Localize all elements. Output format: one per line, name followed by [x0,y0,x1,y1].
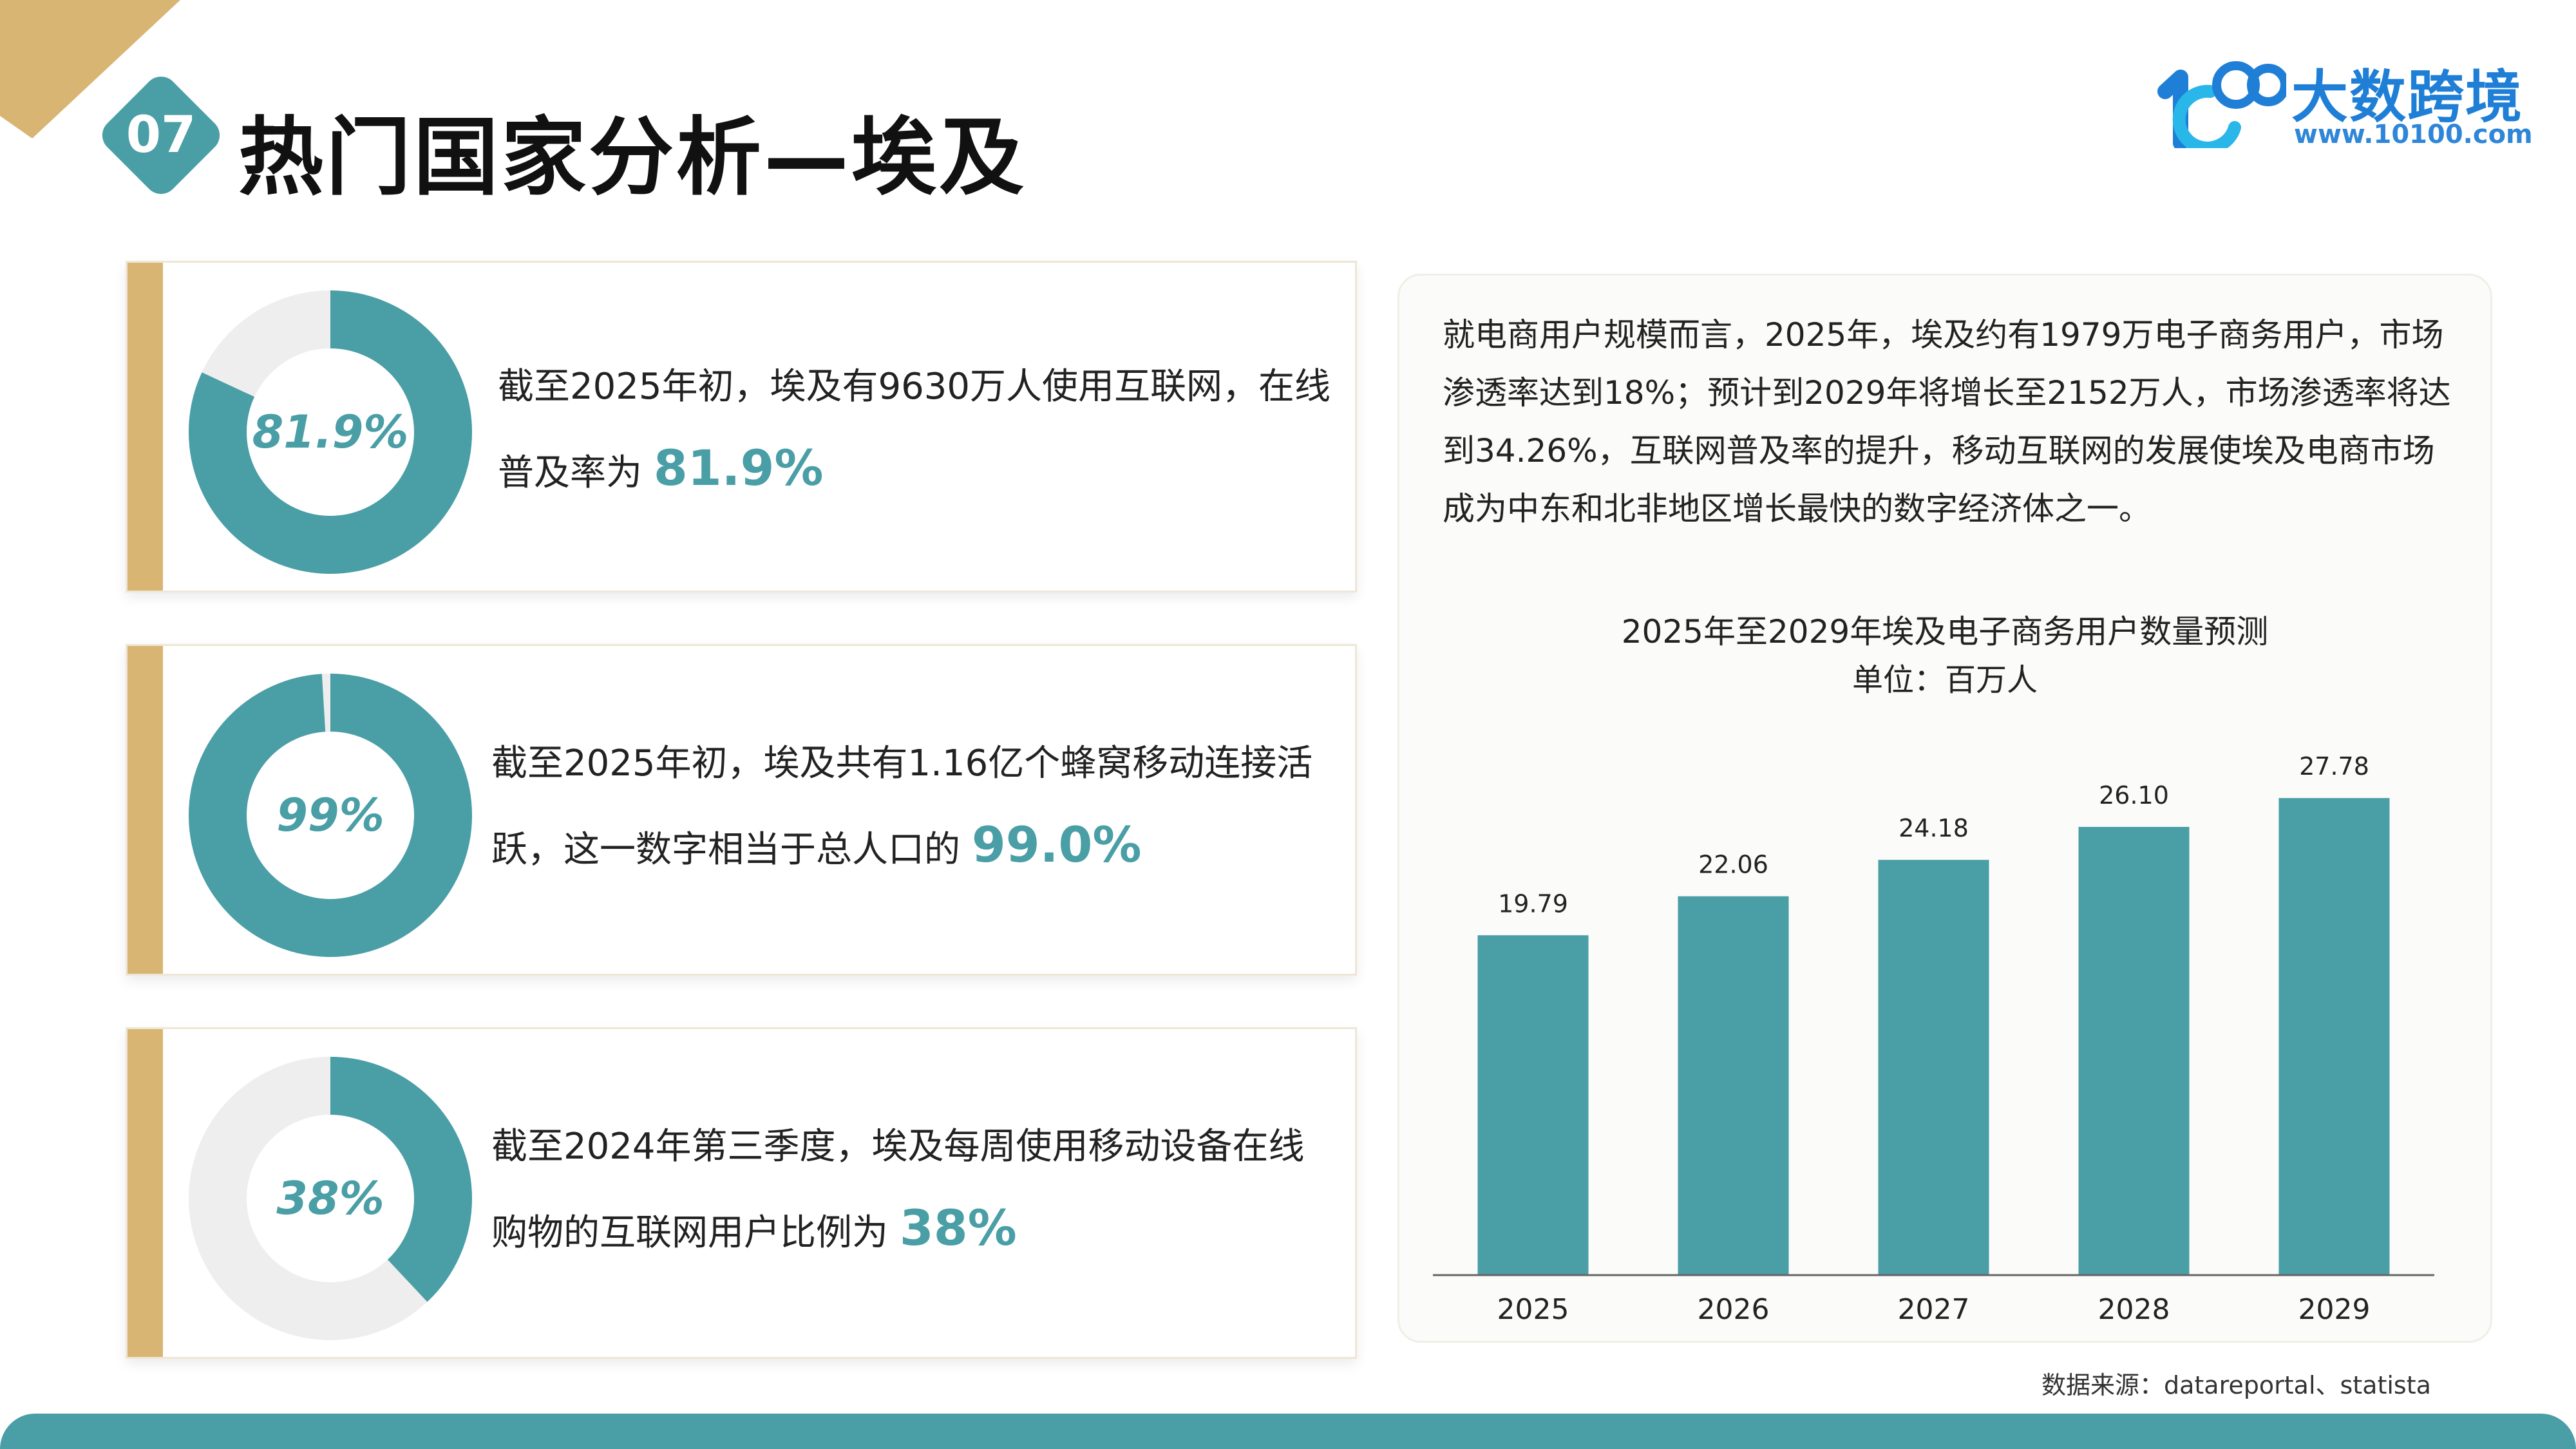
panel-description: 就电商用户规模而言，2025年，埃及约有1979万电子商务用户，市场渗透率达到1… [1443,316,2451,527]
donut-chart [189,1057,472,1340]
bottom-band [0,1414,2576,1449]
card-accent-bar [128,646,163,974]
donut-value-arc [189,290,472,574]
donut-label: 99% [276,789,384,842]
donut-chart [189,290,472,574]
stat-card-internet: 81.9% 截至2025年初，埃及有9630万人使用互联网，在线普及率为 81.… [126,261,1357,592]
bar-2028 [2078,827,2190,1275]
bar-value-label: 27.78 [2299,752,2369,781]
bar-value-label: 22.06 [1698,851,1768,879]
bar-chart: 2025年至2029年埃及电子商务用户数量预测 单位：百万人 19.79 2025… [1433,613,2434,1326]
stat-highlight: 81.9% [653,439,824,497]
stat-text: 截至2024年第三季度，埃及每周使用移动设备在线购物的互联网用户比例为 [491,1126,1305,1254]
bar-value-label: 24.18 [1899,814,1969,842]
x-tick-label: 2029 [2298,1293,2371,1326]
donut-value-arc [189,674,472,957]
bars-layer: 19.79 2025 22.06 2026 24.18 2027 26.10 2028 27.7… [1477,752,2390,1326]
number-badge [102,76,220,194]
donut-label: 38% [276,1172,384,1225]
corner-decoration [0,0,180,138]
source-note: 数据来源：datareportal、statista [2041,1371,2431,1399]
page-title: 热门国家分析—埃及 [238,108,1027,207]
x-tick-label: 2026 [1698,1293,1770,1326]
stat-highlight: 99.0% [971,816,1142,873]
stat-description: 截至2024年第三季度，埃及每周使用移动设备在线购物的互联网用户比例为 38% [491,1106,1335,1274]
donut-chart [189,674,472,957]
chart-title: 2025年至2029年埃及电子商务用户数量预测 [1622,613,2269,650]
logo-url: www.10100.com [2294,120,2533,149]
bar-2029 [2278,798,2390,1275]
stat-description: 截至2025年初，埃及共有1.16亿个蜂窝移动连接活跃，这一数字相当于总人口的 … [491,723,1335,891]
bar-2026 [1678,896,1789,1275]
x-tick-label: 2027 [1898,1293,1970,1326]
section-number: 07 [126,106,196,164]
stat-description: 截至2025年初，埃及有9630万人使用互联网，在线普及率为 81.9% [498,346,1341,514]
donut-label: 81.9% [252,406,409,459]
stat-card-mobile-shopping: 38% 截至2024年第三季度，埃及每周使用移动设备在线购物的互联网用户比例为 … [126,1027,1357,1359]
stat-text: 截至2025年初，埃及有9630万人使用互联网，在线普及率为 [498,366,1331,494]
card-accent-bar [128,263,163,591]
x-tick-label: 2025 [1497,1293,1569,1326]
chart-subtitle: 单位：百万人 [1852,662,2038,698]
bar-2027 [1878,860,1989,1275]
stat-text: 截至2025年初，埃及共有1.16亿个蜂窝移动连接活跃，这一数字相当于总人口的 [491,743,1313,871]
donut-value-arc [189,1057,472,1340]
logo-name: 大数跨境 [2291,64,2524,130]
logo-10100-icon [2157,61,2286,148]
stat-highlight: 38% [899,1199,1017,1256]
brand-logo: 大数跨境 www.10100.com [2151,52,2537,161]
card-accent-bar [128,1029,163,1357]
stat-card-mobile: 99% 截至2025年初，埃及共有1.16亿个蜂窝移动连接活跃，这一数字相当于总… [126,644,1357,976]
x-tick-label: 2028 [2098,1293,2170,1326]
bar-value-label: 19.79 [1498,889,1568,918]
bar-value-label: 26.10 [2099,781,2169,810]
bar-2025 [1477,935,1589,1275]
